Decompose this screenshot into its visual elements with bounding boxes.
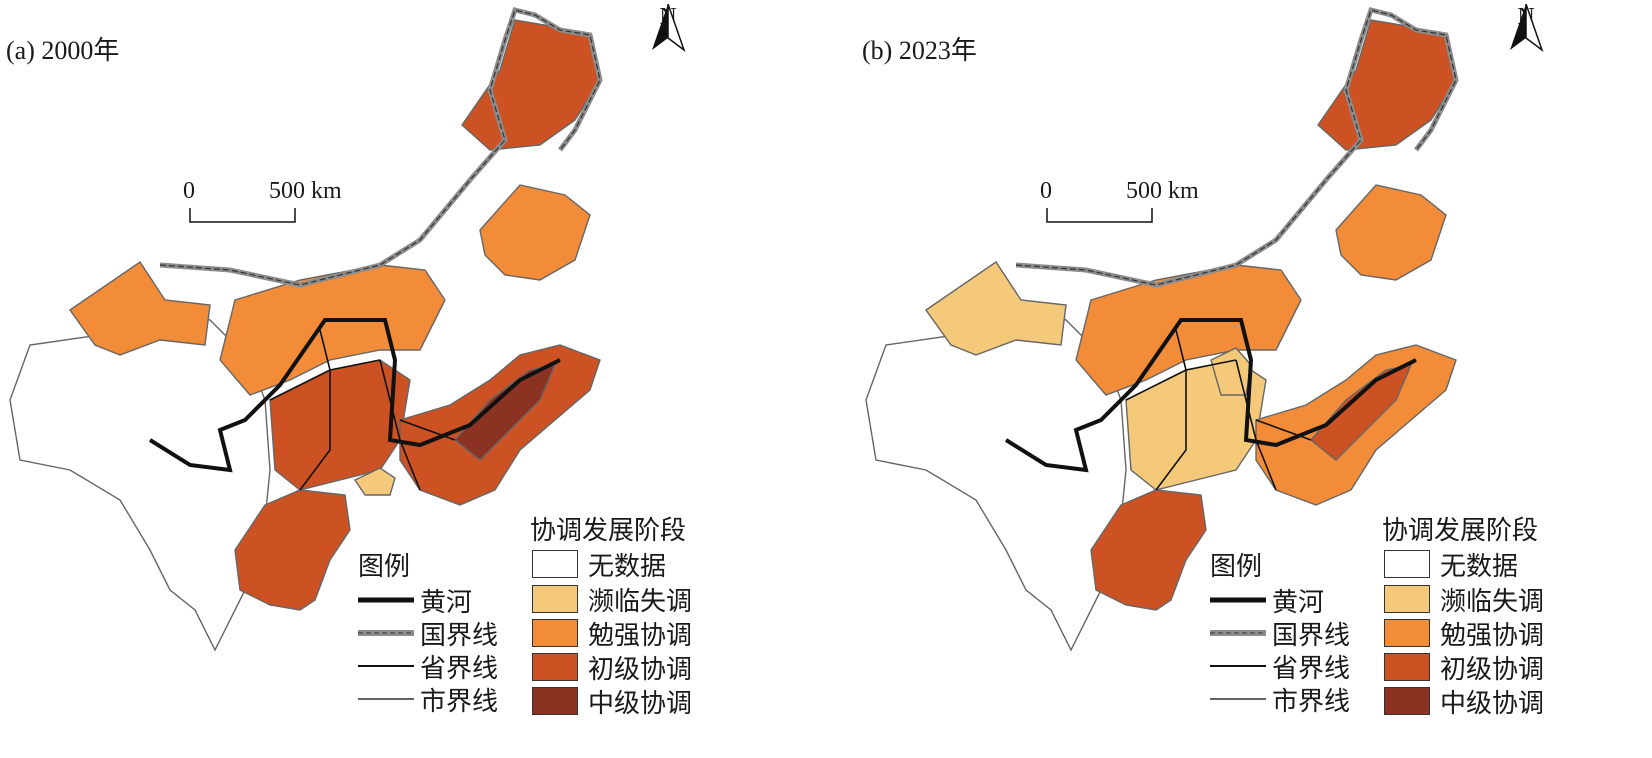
legend-label: 国界线 [420, 620, 499, 651]
scale-end: 500 km [269, 178, 342, 204]
legend-label: 省界线 [420, 653, 499, 684]
provincial-border-line [1125, 329, 1312, 491]
legend-item-city-border: 市界线 [1210, 683, 1351, 717]
class-swatch [532, 585, 578, 613]
national-border-symbol [1210, 629, 1266, 637]
class-item: 勉强协调 [1384, 617, 1545, 651]
map-canvas [9, 7, 603, 652]
region-northwest [69, 261, 211, 356]
legend-label: 黄河 [420, 587, 473, 618]
scale-bar-line [189, 208, 296, 223]
class-label: 濒临失调 [588, 586, 693, 617]
class-swatch [1384, 585, 1430, 613]
legend-item-city-border: 市界线 [358, 683, 499, 717]
city-border-symbol [1210, 695, 1266, 703]
yellow-river-line [1004, 318, 1417, 473]
class-item: 初级协调 [532, 651, 693, 685]
class-swatch [532, 687, 578, 715]
scale-bar-line [1046, 208, 1153, 223]
map-panel-2023: (b) 2023年 N 0 500 km 图例 黄河 国界线 省界线 市界线 协… [826, 0, 1652, 758]
provincial-border-symbol [358, 662, 414, 670]
region-south [1090, 489, 1207, 611]
legend-item-national-border: 国界线 [358, 617, 499, 651]
class-item: 濒临失调 [1384, 583, 1545, 617]
region-northwest [925, 261, 1067, 356]
region-small-patch [353, 467, 396, 496]
class-label: 无数据 [588, 551, 667, 582]
river-symbol [1210, 596, 1266, 604]
provincial-border-line [269, 329, 456, 491]
region-south [234, 489, 351, 611]
panel-title: (a) 2000年 [6, 36, 120, 65]
class-label: 中级协调 [588, 688, 693, 719]
north-arrow: N [648, 4, 688, 52]
class-label: 濒临失调 [1440, 586, 1545, 617]
class-label: 中级协调 [1440, 688, 1545, 719]
class-item: 勉强协调 [532, 617, 693, 651]
class-item: 中级协调 [532, 685, 693, 719]
map-canvas [865, 7, 1459, 652]
class-label: 勉强协调 [1440, 620, 1545, 651]
panel-title: (b) 2023年 [862, 36, 977, 65]
river-symbol [358, 596, 414, 604]
scale-start: 0 [183, 178, 195, 204]
legend-item-national-border: 国界线 [1210, 617, 1351, 651]
class-swatch [532, 619, 578, 647]
legend-title: 图例 [1210, 552, 1263, 582]
north-arrow-icon [1510, 4, 1544, 52]
region-east-dark [1309, 364, 1413, 461]
class-item: 无数据 [1384, 548, 1519, 582]
provincial-border-symbol [1210, 662, 1266, 670]
class-swatch [1384, 550, 1430, 578]
classes-title: 协调发展阶段 [1382, 516, 1539, 546]
region-northeast-block [479, 184, 591, 281]
legend-label: 黄河 [1272, 587, 1325, 618]
classes-title: 协调发展阶段 [530, 516, 687, 546]
region-far-northeast [461, 19, 601, 151]
class-label: 初级协调 [1440, 654, 1545, 685]
class-label: 勉强协调 [588, 620, 693, 651]
class-swatch [532, 653, 578, 681]
legend-item-provincial-border: 省界线 [358, 650, 499, 684]
north-arrow: N [1506, 4, 1546, 52]
class-swatch [1384, 619, 1430, 647]
legend-label: 市界线 [1272, 686, 1351, 717]
legend-label: 省界线 [1272, 653, 1351, 684]
yellow-river-line [148, 318, 561, 473]
class-swatch [1384, 653, 1430, 681]
class-item: 濒临失调 [532, 583, 693, 617]
class-swatch [1384, 687, 1430, 715]
class-item: 初级协调 [1384, 651, 1545, 685]
region-east-dark [453, 364, 557, 461]
north-arrow-icon [652, 4, 686, 52]
map-panel-2000: (a) 2000年 N 0 500 km 图例 黄河 国界线 省界线 市界线 协… [6, 4, 693, 719]
class-swatch [532, 550, 578, 578]
class-item: 中级协调 [1384, 685, 1545, 719]
legend-label: 市界线 [420, 686, 499, 717]
class-label: 无数据 [1440, 551, 1519, 582]
legend-item-provincial-border: 省界线 [1210, 650, 1351, 684]
class-item: 无数据 [532, 548, 667, 582]
legend-label: 国界线 [1272, 620, 1351, 651]
legend-item-river: 黄河 [358, 584, 473, 618]
region-northeast-block [1335, 184, 1447, 281]
city-border-symbol [358, 695, 414, 703]
class-label: 初级协调 [588, 654, 693, 685]
region-far-northeast [1317, 19, 1457, 151]
scale-start: 0 [1040, 178, 1052, 204]
national-border-symbol [358, 629, 414, 637]
scale-end: 500 km [1126, 178, 1199, 204]
legend-title: 图例 [358, 552, 411, 582]
legend-item-river: 黄河 [1210, 584, 1325, 618]
